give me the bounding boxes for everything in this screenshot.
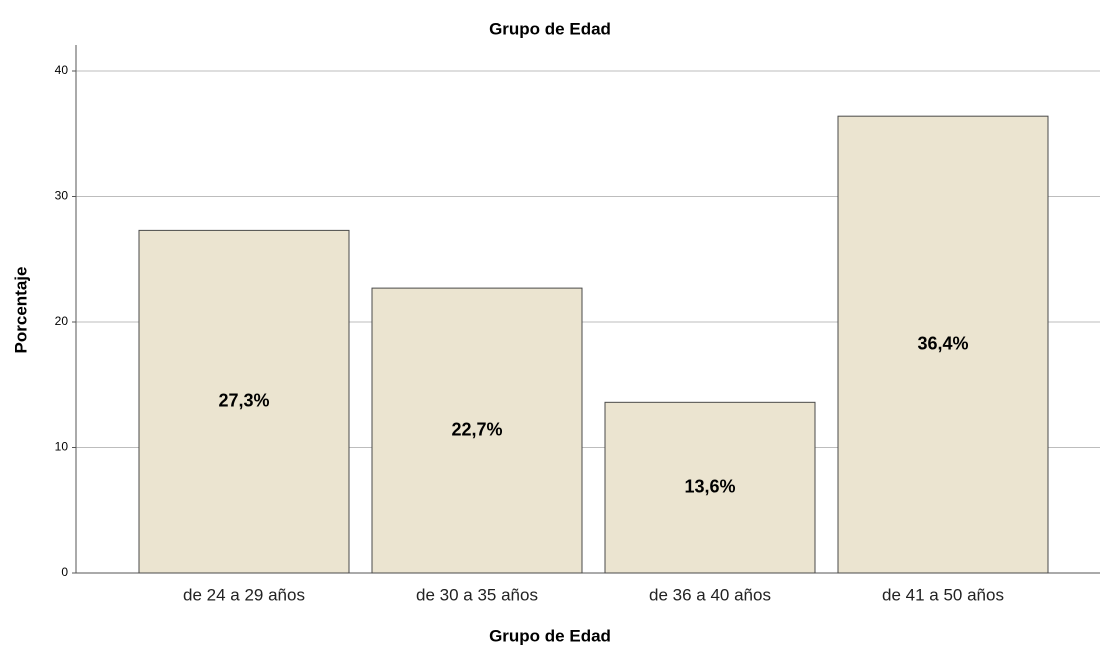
y-axis-label: Porcentaje: [11, 267, 30, 354]
chart-title: Grupo de Edad: [489, 19, 611, 38]
x-tick-label: de 36 a 40 años: [649, 585, 771, 604]
value-label: 36,4%: [917, 333, 968, 353]
bar: [604, 401, 816, 574]
x-tick-label: de 24 a 29 años: [183, 585, 305, 604]
y-tick-label: 0: [61, 565, 68, 579]
bar: [138, 229, 350, 574]
bar: [371, 287, 583, 574]
value-label: 22,7%: [451, 419, 502, 439]
y-tick-label: 30: [55, 189, 69, 203]
x-axis-label: Grupo de Edad: [489, 626, 611, 645]
y-tick-label: 10: [55, 440, 69, 454]
bar: [837, 115, 1049, 574]
y-tick-label: 40: [55, 63, 69, 77]
y-tick-label: 20: [55, 314, 69, 328]
x-tick-label: de 30 a 35 años: [416, 585, 538, 604]
value-label: 13,6%: [684, 476, 735, 496]
x-tick-label: de 41 a 50 años: [882, 585, 1004, 604]
value-label: 27,3%: [218, 390, 269, 410]
